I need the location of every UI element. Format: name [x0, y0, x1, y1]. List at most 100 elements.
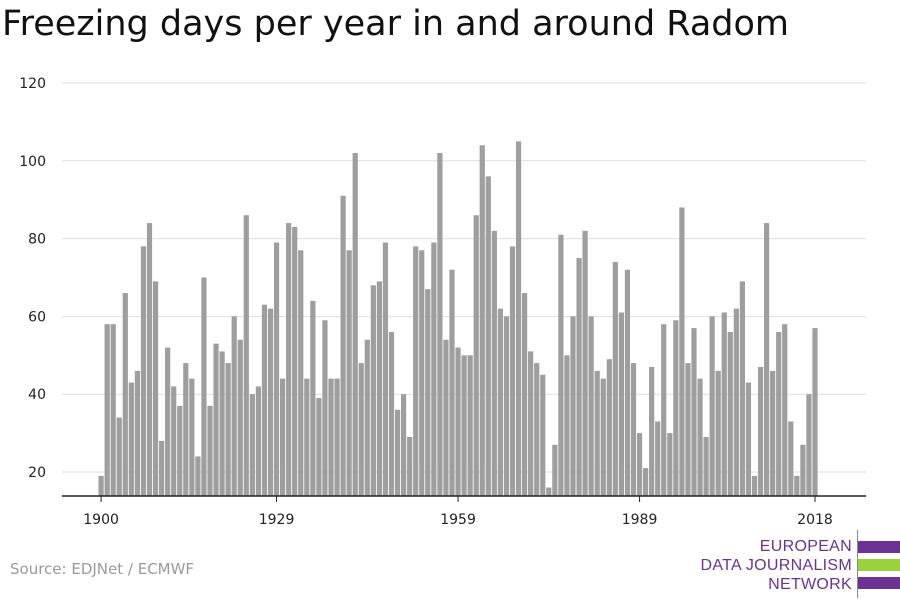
bar-1917 [201, 277, 207, 496]
bar-1984 [606, 359, 612, 496]
bar-2005 [733, 308, 739, 496]
bar-1904 [122, 293, 128, 496]
bar-1956 [437, 153, 443, 496]
bar-2010 [764, 223, 770, 497]
bar-1910 [159, 440, 165, 496]
logo-bar-purple-bottom [858, 577, 900, 589]
y-tick-label-40: 40 [28, 387, 46, 403]
bar-1928 [267, 308, 274, 496]
bar-2001 [709, 316, 715, 496]
bar-1968 [509, 246, 516, 496]
bar-1971 [528, 351, 534, 496]
bar-1908 [146, 223, 153, 497]
bar-2002 [715, 370, 721, 496]
bar-1909 [152, 281, 159, 496]
bar-1912 [171, 386, 177, 496]
bar-1952 [413, 246, 419, 496]
bar-1900 [98, 475, 104, 496]
bar-1955 [431, 242, 437, 496]
x-tick-label-1959: 1959 [440, 512, 476, 528]
bar-1983 [600, 378, 606, 496]
logo-text-line2: DATA JOURNALISM [700, 557, 852, 574]
bar-2018 [812, 328, 818, 496]
bar-1954 [425, 289, 431, 496]
bar-2003 [721, 312, 727, 496]
bar-2016 [800, 444, 806, 496]
bar-1982 [594, 370, 600, 496]
bar-1945 [370, 285, 376, 496]
bar-1903 [116, 417, 122, 496]
bar-1926 [255, 386, 261, 496]
bar-1919 [213, 343, 219, 496]
bar-1993 [661, 324, 667, 496]
bar-1970 [522, 293, 528, 496]
bar-1967 [503, 316, 510, 496]
bar-1911 [165, 347, 171, 496]
bar-1950 [401, 394, 407, 496]
x-tick-label-2018: 2018 [797, 512, 833, 528]
source-note: Source: EDJNet / ECMWF [10, 560, 195, 578]
logo-text-line3: NETWORK [768, 576, 852, 593]
bar-1942 [352, 153, 358, 496]
bar-1960 [461, 355, 467, 496]
bar-1920 [219, 351, 225, 496]
bar-1927 [261, 304, 268, 496]
bar-1958 [449, 269, 455, 496]
bar-1987 [624, 269, 631, 496]
bar-1923 [237, 339, 243, 496]
bar-1985 [612, 261, 618, 496]
bar-1932 [292, 226, 298, 496]
bar-1965 [491, 230, 497, 496]
bar-1935 [310, 300, 316, 496]
logo-divider [857, 530, 858, 598]
bar-1980 [582, 230, 588, 496]
bar-1979 [576, 258, 582, 496]
edjnet-logo: EUROPEAN DATA JOURNALISM NETWORK [700, 530, 900, 598]
bar-1906 [134, 370, 140, 496]
bar-1977 [564, 355, 570, 496]
bar-2011 [770, 370, 776, 496]
bar-1946 [376, 281, 382, 496]
bar-1940 [340, 195, 346, 496]
bar-2007 [745, 382, 752, 496]
bar-1986 [618, 312, 624, 496]
bar-1929 [273, 242, 280, 496]
bar-1922 [231, 316, 237, 496]
bar-2009 [757, 366, 764, 496]
bar-1988 [630, 363, 637, 496]
y-tick-label-60: 60 [28, 309, 46, 325]
bar-1963 [479, 145, 485, 497]
bar-1969 [515, 141, 522, 496]
bar-1978 [570, 316, 576, 496]
bar-1934 [304, 378, 310, 496]
bar-1915 [189, 378, 195, 496]
logo-bar-green [858, 559, 900, 571]
bar-1961 [467, 355, 473, 496]
bar-1948 [388, 331, 395, 496]
y-tick-label-20: 20 [28, 465, 46, 481]
bar-1975 [552, 444, 558, 496]
x-tick-label-1900: 1900 [83, 512, 119, 528]
bar-1964 [485, 176, 491, 497]
logo-bar-purple-top [858, 541, 900, 553]
y-tick-label-80: 80 [28, 232, 46, 248]
bar-1931 [286, 223, 292, 497]
bar-1976 [558, 234, 564, 496]
bar-1999 [697, 378, 703, 496]
bar-2012 [776, 331, 782, 496]
bar-1995 [673, 320, 679, 496]
bar-1992 [655, 421, 661, 496]
y-tick-label-120: 120 [19, 76, 46, 92]
bar-1944 [364, 339, 370, 496]
bar-1930 [280, 378, 286, 496]
bar-1913 [177, 405, 183, 496]
bar-1951 [407, 436, 413, 496]
bar-1972 [534, 363, 540, 496]
bar-1937 [322, 320, 328, 496]
bar-1953 [419, 250, 425, 496]
bar-1973 [540, 374, 546, 496]
bar-1994 [667, 433, 673, 496]
bar-1989 [636, 433, 643, 496]
bar-1957 [443, 339, 449, 496]
